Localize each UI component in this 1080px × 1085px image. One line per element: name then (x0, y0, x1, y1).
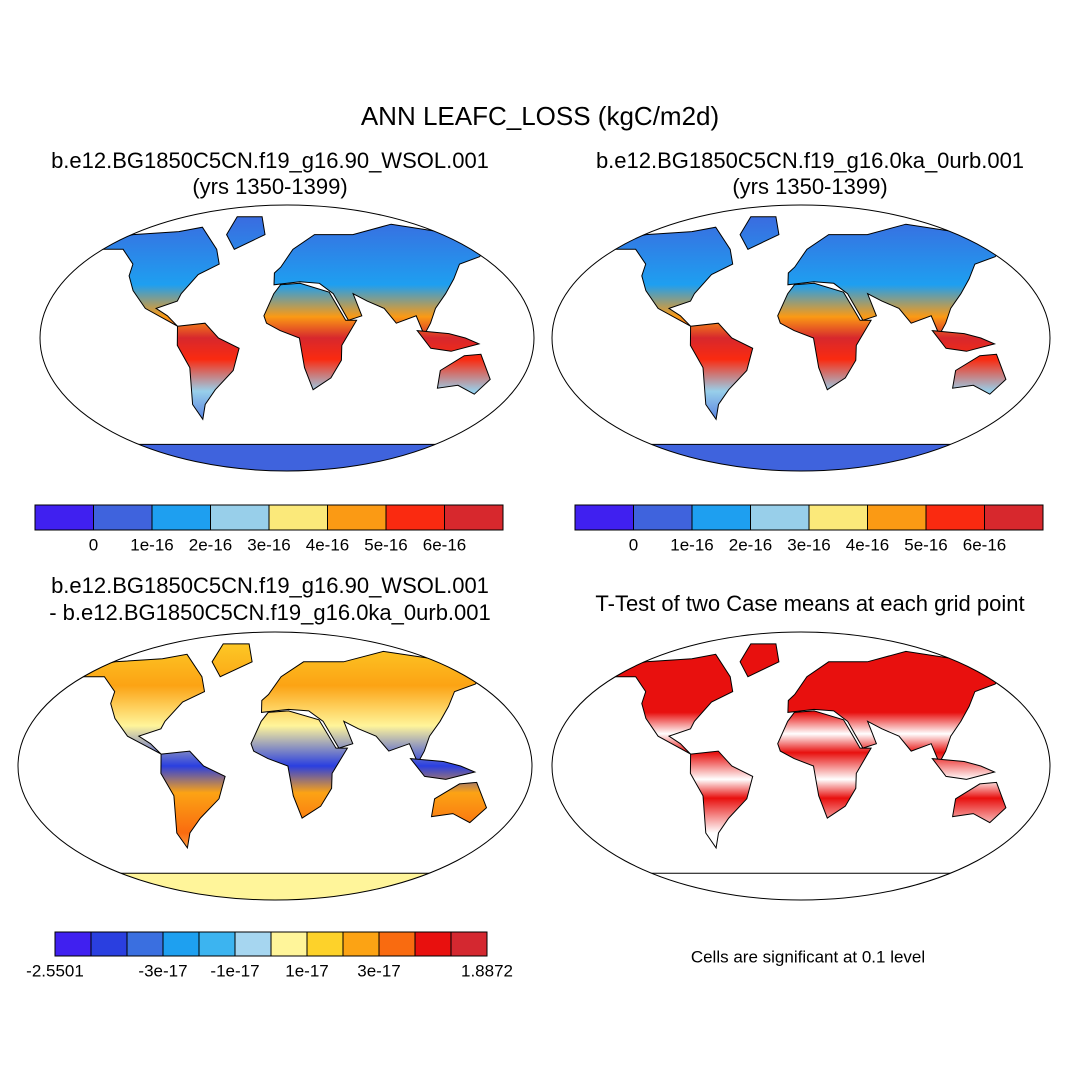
colorbar-box (270, 931, 308, 957)
colorbar-label: 3e-16 (787, 535, 830, 554)
land (90, 443, 484, 471)
colorbar-label: -3e-17 (138, 961, 187, 980)
colorbar-label: -2.5501 (26, 961, 84, 980)
colorbar-box (126, 931, 164, 957)
land (263, 282, 358, 391)
panel-title: (yrs 1350-1399) (192, 174, 347, 199)
colorbar-box (808, 504, 868, 531)
colorbar-box (385, 504, 445, 531)
land (603, 872, 999, 900)
panel-title: T-Test of two Case means at each grid po… (595, 591, 1024, 616)
panel-title: (yrs 1350-1399) (732, 174, 887, 199)
colorbar-box (574, 504, 634, 531)
panel-title: b.e12.BG1850C5CN.f19_g16.90_WSOL.001 (51, 148, 489, 173)
colorbar-box (198, 931, 236, 957)
land (260, 650, 485, 765)
land (72, 653, 206, 755)
land (416, 329, 481, 352)
colorbar-label: 4e-16 (846, 535, 889, 554)
colorbar-label: 0 (89, 535, 98, 554)
colorbar-box (633, 504, 693, 531)
land (430, 781, 488, 824)
panel-title: b.e12.BG1850C5CN.f19_g16.90_WSOL.001 (51, 573, 489, 598)
colorbar-box (925, 504, 985, 531)
colorbar-box (867, 504, 927, 531)
colorbar-label: 1e-16 (130, 535, 173, 554)
land (436, 353, 491, 395)
colorbar-box (162, 931, 200, 957)
land (787, 650, 1004, 765)
colorbar-box (378, 931, 416, 957)
colorbar-box (210, 504, 270, 531)
map-border (551, 204, 1051, 472)
land (689, 750, 754, 850)
land (951, 781, 1007, 824)
map (90, 216, 491, 471)
map-border (39, 204, 535, 472)
land (92, 226, 220, 327)
colorbar-box (984, 504, 1044, 531)
colorbar-label: 5e-16 (364, 535, 407, 554)
land (250, 710, 349, 819)
colorbar-label: 6e-16 (963, 535, 1006, 554)
land (689, 322, 754, 421)
colorbar-box (93, 504, 153, 531)
figure-title: ANN LEAFC_LOSS (kgC/m2d) (361, 101, 719, 131)
land (951, 353, 1007, 395)
panel-title: b.e12.BG1850C5CN.f19_g16.0ka_0urb.001 (596, 148, 1024, 173)
land (176, 322, 240, 421)
colorbar-label: 1.8872 (461, 961, 513, 980)
colorbar-label: 5e-16 (904, 535, 947, 554)
colorbar-label: 2e-16 (189, 535, 232, 554)
map-border (17, 631, 533, 901)
land (605, 653, 734, 755)
colorbar-box (450, 931, 488, 957)
land (931, 329, 997, 352)
colorbar-label: 1e-17 (285, 961, 328, 980)
land (605, 226, 734, 327)
colorbar-box (444, 504, 504, 531)
colorbar-label: 3e-16 (247, 535, 290, 554)
colorbar-box (54, 931, 92, 957)
colorbar-label: 4e-16 (306, 535, 349, 554)
land (739, 216, 780, 250)
colorbar-box (750, 504, 810, 531)
colorbar-label: 1e-16 (670, 535, 713, 554)
map-border (551, 631, 1051, 901)
note: Cells are significant at 0.1 level (691, 947, 925, 966)
land (70, 872, 480, 900)
colorbar-box (306, 931, 344, 957)
land (160, 750, 226, 850)
colorbar-box (414, 931, 452, 957)
colorbar-box (234, 931, 272, 957)
land (226, 216, 266, 250)
land (787, 223, 1004, 337)
colorbar-box (327, 504, 387, 531)
panel-title: - b.e12.BG1850C5CN.f19_g16.0ka_0urb.001 (49, 600, 491, 625)
colorbar-box (151, 504, 211, 531)
colorbar-box (268, 504, 328, 531)
colorbar-label: 2e-16 (729, 535, 772, 554)
colorbar-label: 3e-17 (357, 961, 400, 980)
colorbar-box (691, 504, 751, 531)
land (777, 710, 872, 819)
land (273, 223, 489, 337)
colorbar-label: -1e-17 (210, 961, 259, 980)
land (211, 643, 253, 678)
colorbar-box (342, 931, 380, 957)
land (409, 757, 477, 780)
land (931, 757, 997, 780)
land (603, 443, 999, 471)
map (70, 643, 488, 900)
land (777, 282, 872, 391)
colorbar-box (90, 931, 128, 957)
colorbar-label: 0 (629, 535, 638, 554)
colorbar-box (34, 504, 94, 531)
land (739, 643, 780, 678)
colorbar-label: 6e-16 (423, 535, 466, 554)
